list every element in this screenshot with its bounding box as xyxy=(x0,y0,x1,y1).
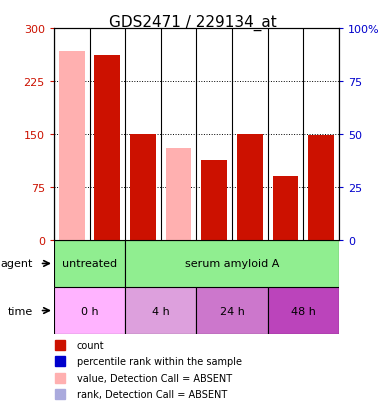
Bar xyxy=(90,29,125,240)
Text: GSM143727: GSM143727 xyxy=(103,272,112,323)
Text: GDS2471 / 229134_at: GDS2471 / 229134_at xyxy=(109,14,276,31)
Text: percentile rank within the sample: percentile rank within the sample xyxy=(77,356,242,366)
Text: GSM143726: GSM143726 xyxy=(67,272,76,323)
Bar xyxy=(54,29,90,240)
Bar xyxy=(237,135,263,240)
Text: 24 h: 24 h xyxy=(219,306,244,316)
Bar xyxy=(232,29,268,240)
Text: 48 h: 48 h xyxy=(291,306,316,316)
Text: 0 h: 0 h xyxy=(81,306,98,316)
Text: agent: agent xyxy=(0,259,33,269)
FancyBboxPatch shape xyxy=(125,287,196,334)
Text: count: count xyxy=(77,340,104,350)
Text: GSM143729: GSM143729 xyxy=(174,272,183,323)
Bar xyxy=(130,135,156,240)
Bar xyxy=(273,177,298,240)
Bar xyxy=(303,29,339,240)
Bar xyxy=(94,56,120,240)
Bar xyxy=(268,29,303,240)
Bar xyxy=(166,149,191,240)
Bar xyxy=(308,136,334,240)
FancyBboxPatch shape xyxy=(54,287,125,334)
FancyBboxPatch shape xyxy=(125,240,339,287)
Text: serum amyloid A: serum amyloid A xyxy=(185,259,279,269)
Text: 4 h: 4 h xyxy=(152,306,170,316)
Text: GSM143731: GSM143731 xyxy=(245,272,254,323)
Text: value, Detection Call = ABSENT: value, Detection Call = ABSENT xyxy=(77,373,232,383)
FancyBboxPatch shape xyxy=(268,287,339,334)
Text: untreated: untreated xyxy=(62,259,117,269)
Bar xyxy=(161,29,196,240)
Bar xyxy=(59,52,85,240)
Bar xyxy=(201,161,227,240)
Text: GSM143728: GSM143728 xyxy=(139,272,147,323)
Text: rank, Detection Call = ABSENT: rank, Detection Call = ABSENT xyxy=(77,389,227,399)
FancyBboxPatch shape xyxy=(54,240,125,287)
Bar xyxy=(125,29,161,240)
FancyBboxPatch shape xyxy=(196,287,268,334)
Text: GSM143730: GSM143730 xyxy=(210,272,219,323)
Text: GSM143733: GSM143733 xyxy=(316,272,325,323)
Text: GSM143732: GSM143732 xyxy=(281,272,290,323)
Text: time: time xyxy=(7,306,33,316)
Bar xyxy=(196,29,232,240)
